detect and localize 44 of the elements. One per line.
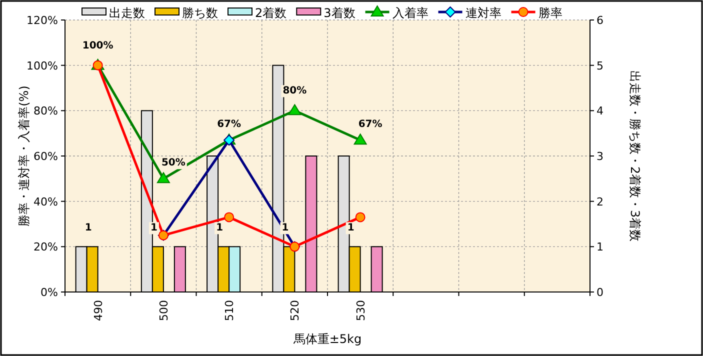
- x-tick-label: 510: [223, 300, 236, 321]
- x-axis-title: 馬体重±5kg: [292, 332, 362, 346]
- point: [354, 134, 367, 145]
- y-tick-label: 80%: [34, 104, 58, 118]
- legend-label: 勝ち数: [182, 6, 218, 20]
- legend-label: 出走数: [109, 6, 145, 20]
- point: [224, 212, 234, 222]
- x-tick-label: 490: [92, 300, 105, 321]
- point: [288, 104, 302, 116]
- legend-label: 2着数: [255, 6, 287, 20]
- point: [355, 212, 366, 222]
- y2-axis-title: 出走数・勝ち数・2着数・3着数: [628, 70, 642, 242]
- y2-tick-label: 4: [596, 104, 604, 118]
- legend-label: 入着率: [392, 6, 428, 20]
- y-tick-label: 20%: [34, 240, 58, 254]
- data-label: 50%: [161, 158, 186, 169]
- y2-tick-label: 0: [596, 286, 604, 299]
- x-tick-label: 520: [288, 300, 302, 321]
- y2-tick-label: 6: [596, 14, 604, 27]
- data-label: 1: [150, 222, 158, 234]
- y-tick-label: 120%: [26, 14, 58, 27]
- y-tick-label: 100%: [26, 59, 58, 72]
- y-tick-label: 60%: [34, 150, 58, 163]
- y2-tick-label: 2: [596, 195, 604, 208]
- data-label: 67%: [217, 119, 242, 130]
- data-label: 1: [84, 222, 92, 234]
- data-label: 100%: [82, 40, 114, 52]
- y2-tick-label: 3: [596, 150, 604, 163]
- y2-tick-label: 1: [596, 240, 604, 254]
- legend-label: 連対率: [465, 6, 502, 20]
- data-label: 67%: [358, 119, 382, 130]
- y-tick-label: 40%: [34, 195, 58, 208]
- data-label: 1: [282, 222, 289, 234]
- legend-label: 勝率: [538, 6, 562, 20]
- y2-tick-label: 5: [596, 59, 604, 72]
- x-tick-label: 530: [354, 300, 368, 321]
- data-label: 80%: [282, 86, 307, 97]
- point: [156, 172, 170, 184]
- legend-label: 3着数: [324, 6, 356, 20]
- y-axis-title: 勝率・連対率・入着率(%): [17, 86, 31, 226]
- y-tick-label: 0%: [40, 286, 58, 299]
- x-tick-label: 500: [157, 300, 170, 321]
- data-label: 1: [347, 222, 354, 234]
- data-label: 1: [216, 222, 224, 234]
